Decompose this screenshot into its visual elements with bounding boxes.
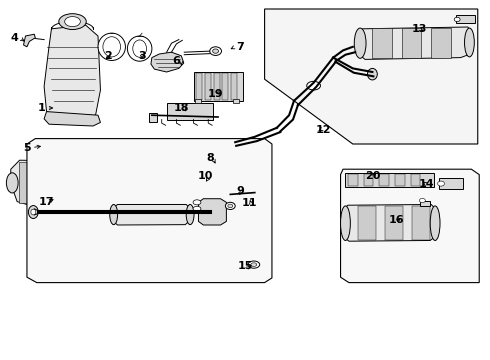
Bar xyxy=(196,73,202,100)
Bar xyxy=(149,113,157,122)
Bar xyxy=(348,174,358,186)
Polygon shape xyxy=(37,140,58,149)
Bar xyxy=(379,174,389,186)
Text: 4: 4 xyxy=(11,33,19,43)
Ellipse shape xyxy=(213,49,219,53)
Text: 1: 1 xyxy=(38,103,46,113)
Ellipse shape xyxy=(228,204,233,208)
Polygon shape xyxy=(11,160,136,205)
Polygon shape xyxy=(431,28,451,58)
Ellipse shape xyxy=(341,206,350,240)
Text: 8: 8 xyxy=(207,153,215,163)
Polygon shape xyxy=(402,28,421,58)
Ellipse shape xyxy=(6,173,18,193)
Ellipse shape xyxy=(65,17,80,27)
Bar xyxy=(345,173,434,187)
Polygon shape xyxy=(112,204,191,225)
Polygon shape xyxy=(35,162,45,203)
Polygon shape xyxy=(372,28,392,58)
Text: 20: 20 xyxy=(365,171,380,181)
Ellipse shape xyxy=(430,206,440,240)
Bar xyxy=(205,73,211,100)
Text: 13: 13 xyxy=(411,24,427,34)
Text: 7: 7 xyxy=(236,42,244,52)
Ellipse shape xyxy=(225,202,235,210)
Text: 2: 2 xyxy=(104,51,112,61)
Ellipse shape xyxy=(454,17,460,22)
Text: 11: 11 xyxy=(242,198,258,208)
Ellipse shape xyxy=(465,28,474,57)
Polygon shape xyxy=(343,204,436,241)
Ellipse shape xyxy=(31,209,36,215)
Polygon shape xyxy=(357,27,473,59)
Text: 17: 17 xyxy=(39,197,54,207)
Ellipse shape xyxy=(419,198,425,203)
Bar xyxy=(222,73,228,100)
Polygon shape xyxy=(358,206,376,240)
Ellipse shape xyxy=(354,28,366,58)
Bar xyxy=(395,174,405,186)
Text: 14: 14 xyxy=(418,179,434,189)
Ellipse shape xyxy=(307,81,320,90)
Ellipse shape xyxy=(438,181,444,186)
Polygon shape xyxy=(265,9,478,144)
Bar xyxy=(456,15,475,23)
Polygon shape xyxy=(341,169,479,283)
Bar xyxy=(194,72,243,101)
Text: 12: 12 xyxy=(316,125,331,135)
Text: 9: 9 xyxy=(236,186,244,196)
Bar xyxy=(231,73,237,100)
Text: 3: 3 xyxy=(138,51,146,61)
Polygon shape xyxy=(44,25,100,119)
Ellipse shape xyxy=(110,204,118,225)
Ellipse shape xyxy=(251,263,257,266)
Text: 6: 6 xyxy=(172,56,180,66)
Text: 16: 16 xyxy=(389,215,405,225)
Bar xyxy=(439,178,463,189)
Ellipse shape xyxy=(52,142,60,146)
Polygon shape xyxy=(151,52,184,72)
Ellipse shape xyxy=(127,36,152,61)
Polygon shape xyxy=(99,162,109,203)
Polygon shape xyxy=(51,162,61,203)
Polygon shape xyxy=(116,162,125,203)
Ellipse shape xyxy=(28,206,38,219)
Bar xyxy=(420,201,430,206)
Ellipse shape xyxy=(186,204,194,225)
Ellipse shape xyxy=(59,14,86,30)
Text: 10: 10 xyxy=(198,171,214,181)
Ellipse shape xyxy=(133,40,147,57)
Polygon shape xyxy=(67,162,77,203)
Polygon shape xyxy=(412,206,430,240)
Text: 18: 18 xyxy=(173,103,189,113)
Ellipse shape xyxy=(98,33,125,60)
Polygon shape xyxy=(19,162,28,203)
Ellipse shape xyxy=(103,37,121,57)
Bar xyxy=(364,174,373,186)
Ellipse shape xyxy=(193,206,201,211)
Ellipse shape xyxy=(248,261,260,268)
Bar xyxy=(167,103,213,120)
Text: 15: 15 xyxy=(237,261,253,271)
Polygon shape xyxy=(27,139,272,283)
Text: 19: 19 xyxy=(208,89,223,99)
Polygon shape xyxy=(44,112,100,126)
Bar xyxy=(233,99,239,103)
Text: 5: 5 xyxy=(23,143,31,153)
Polygon shape xyxy=(198,199,226,225)
Ellipse shape xyxy=(210,47,221,55)
Ellipse shape xyxy=(193,200,201,205)
Bar xyxy=(195,99,201,103)
Bar xyxy=(411,174,420,186)
Ellipse shape xyxy=(368,68,377,80)
Bar xyxy=(214,73,220,100)
Polygon shape xyxy=(385,206,403,240)
Polygon shape xyxy=(83,162,93,203)
Polygon shape xyxy=(24,34,35,47)
